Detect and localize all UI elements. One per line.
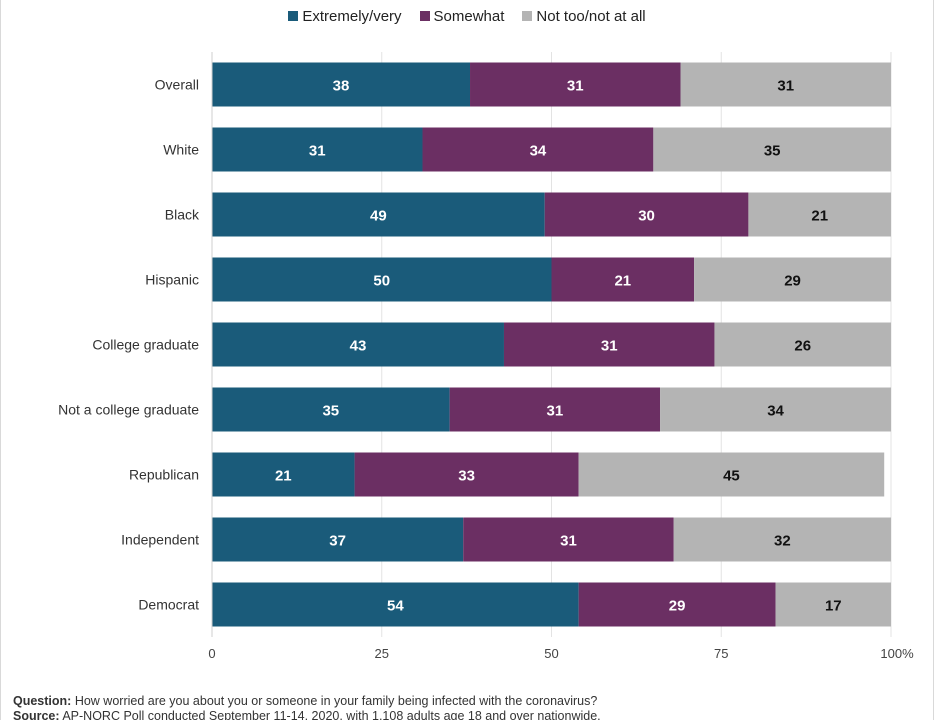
stacked-bar-chart: 0 25 50 75 100% Overall 38 31 31 White 31 34 35 Black… [58, 52, 914, 661]
data-label: 32 [774, 533, 791, 550]
data-label: 33 [458, 468, 475, 485]
question-text: How worried are you about you or someone… [74, 694, 598, 708]
legend-label: Not too/not at all [536, 7, 646, 25]
bar-segment [422, 127, 654, 172]
category-label: Democrat [138, 597, 199, 613]
x-tick-label: 25 [375, 646, 389, 661]
data-label: 26 [794, 338, 811, 355]
data-label: 31 [777, 78, 794, 95]
legend-item-not-too: Not too/not at all [522, 7, 646, 25]
category-label: Overall [155, 77, 199, 93]
source-label: Source: [13, 709, 60, 720]
data-label: 21 [811, 208, 828, 225]
data-label: 54 [387, 598, 404, 615]
data-label: 29 [669, 598, 686, 615]
bar-segment [714, 322, 891, 367]
bar-segment [212, 322, 504, 367]
category-label: White [163, 142, 199, 158]
legend-item-somewhat: Somewhat [419, 7, 505, 25]
data-label: 35 [322, 403, 339, 420]
legend-swatch [288, 11, 299, 21]
data-label: 37 [329, 533, 346, 550]
data-label: 29 [784, 273, 801, 290]
data-label: 31 [560, 533, 577, 550]
data-label: 31 [601, 338, 618, 355]
bar-segment [544, 192, 749, 237]
legend-label: Somewhat [433, 7, 505, 25]
data-label: 17 [825, 598, 842, 615]
bar-segment [551, 257, 695, 302]
bar-segment [694, 257, 891, 302]
frame-border-left [0, 0, 1, 720]
category-label: Republican [129, 467, 199, 483]
bar-segment [212, 62, 471, 107]
data-label: 21 [614, 273, 631, 290]
data-label: 31 [309, 143, 326, 160]
x-tick-label: 100% [880, 646, 914, 661]
data-label: 30 [638, 208, 655, 225]
x-tick-label: 0 [208, 646, 215, 661]
bar-segment [212, 582, 579, 627]
bar-segment [503, 322, 715, 367]
data-label: 34 [530, 143, 547, 160]
bar-segment [354, 452, 579, 497]
bar-segment [660, 387, 891, 432]
question-label: Question: [13, 694, 72, 708]
question-line: Question: How worried are you about you … [13, 694, 918, 709]
category-label: Not a college graduate [58, 402, 199, 418]
data-label: 31 [547, 403, 564, 420]
data-label: 50 [373, 273, 390, 290]
category-label: College graduate [92, 337, 199, 353]
data-label: 21 [275, 468, 292, 485]
chart-footnote: Question: How worried are you about you … [13, 694, 918, 720]
category-label: Independent [121, 532, 199, 548]
bar-segment [212, 127, 423, 172]
category-label: Black [165, 207, 200, 223]
chart-legend: Extremely/very Somewhat Not too/not at a… [0, 5, 934, 27]
bar-segment [680, 62, 891, 107]
bar-segment [212, 192, 545, 237]
legend-swatch [419, 11, 430, 21]
x-tick-label: 50 [544, 646, 558, 661]
data-label: 38 [333, 78, 350, 95]
data-label: 45 [723, 468, 740, 485]
category-label: Hispanic [145, 272, 199, 288]
source-text: AP-NORC Poll conducted September 11-14, … [62, 709, 601, 720]
data-label: 35 [764, 143, 781, 160]
x-tick-label: 75 [714, 646, 728, 661]
bar-segment [775, 582, 891, 627]
bar-segment [212, 517, 464, 562]
source-line: Source: AP-NORC Poll conducted September… [13, 709, 918, 720]
bar-segment [212, 257, 552, 302]
bar-segment [212, 387, 450, 432]
bar-segment [578, 582, 776, 627]
bar-segment [748, 192, 891, 237]
legend-swatch [522, 11, 533, 21]
bar-segment [578, 452, 885, 497]
bar-segment [212, 452, 355, 497]
bar-segment [470, 62, 681, 107]
bar-segment [449, 387, 661, 432]
data-label: 49 [370, 208, 387, 225]
bar-segment [673, 517, 891, 562]
data-label: 34 [767, 403, 784, 420]
legend-label: Extremely/very [302, 7, 402, 25]
bar-segment [653, 127, 891, 172]
legend-item-extremely-very: Extremely/very [288, 7, 402, 25]
data-label: 31 [567, 78, 584, 95]
bar-segment [463, 517, 674, 562]
data-label: 43 [350, 338, 367, 355]
